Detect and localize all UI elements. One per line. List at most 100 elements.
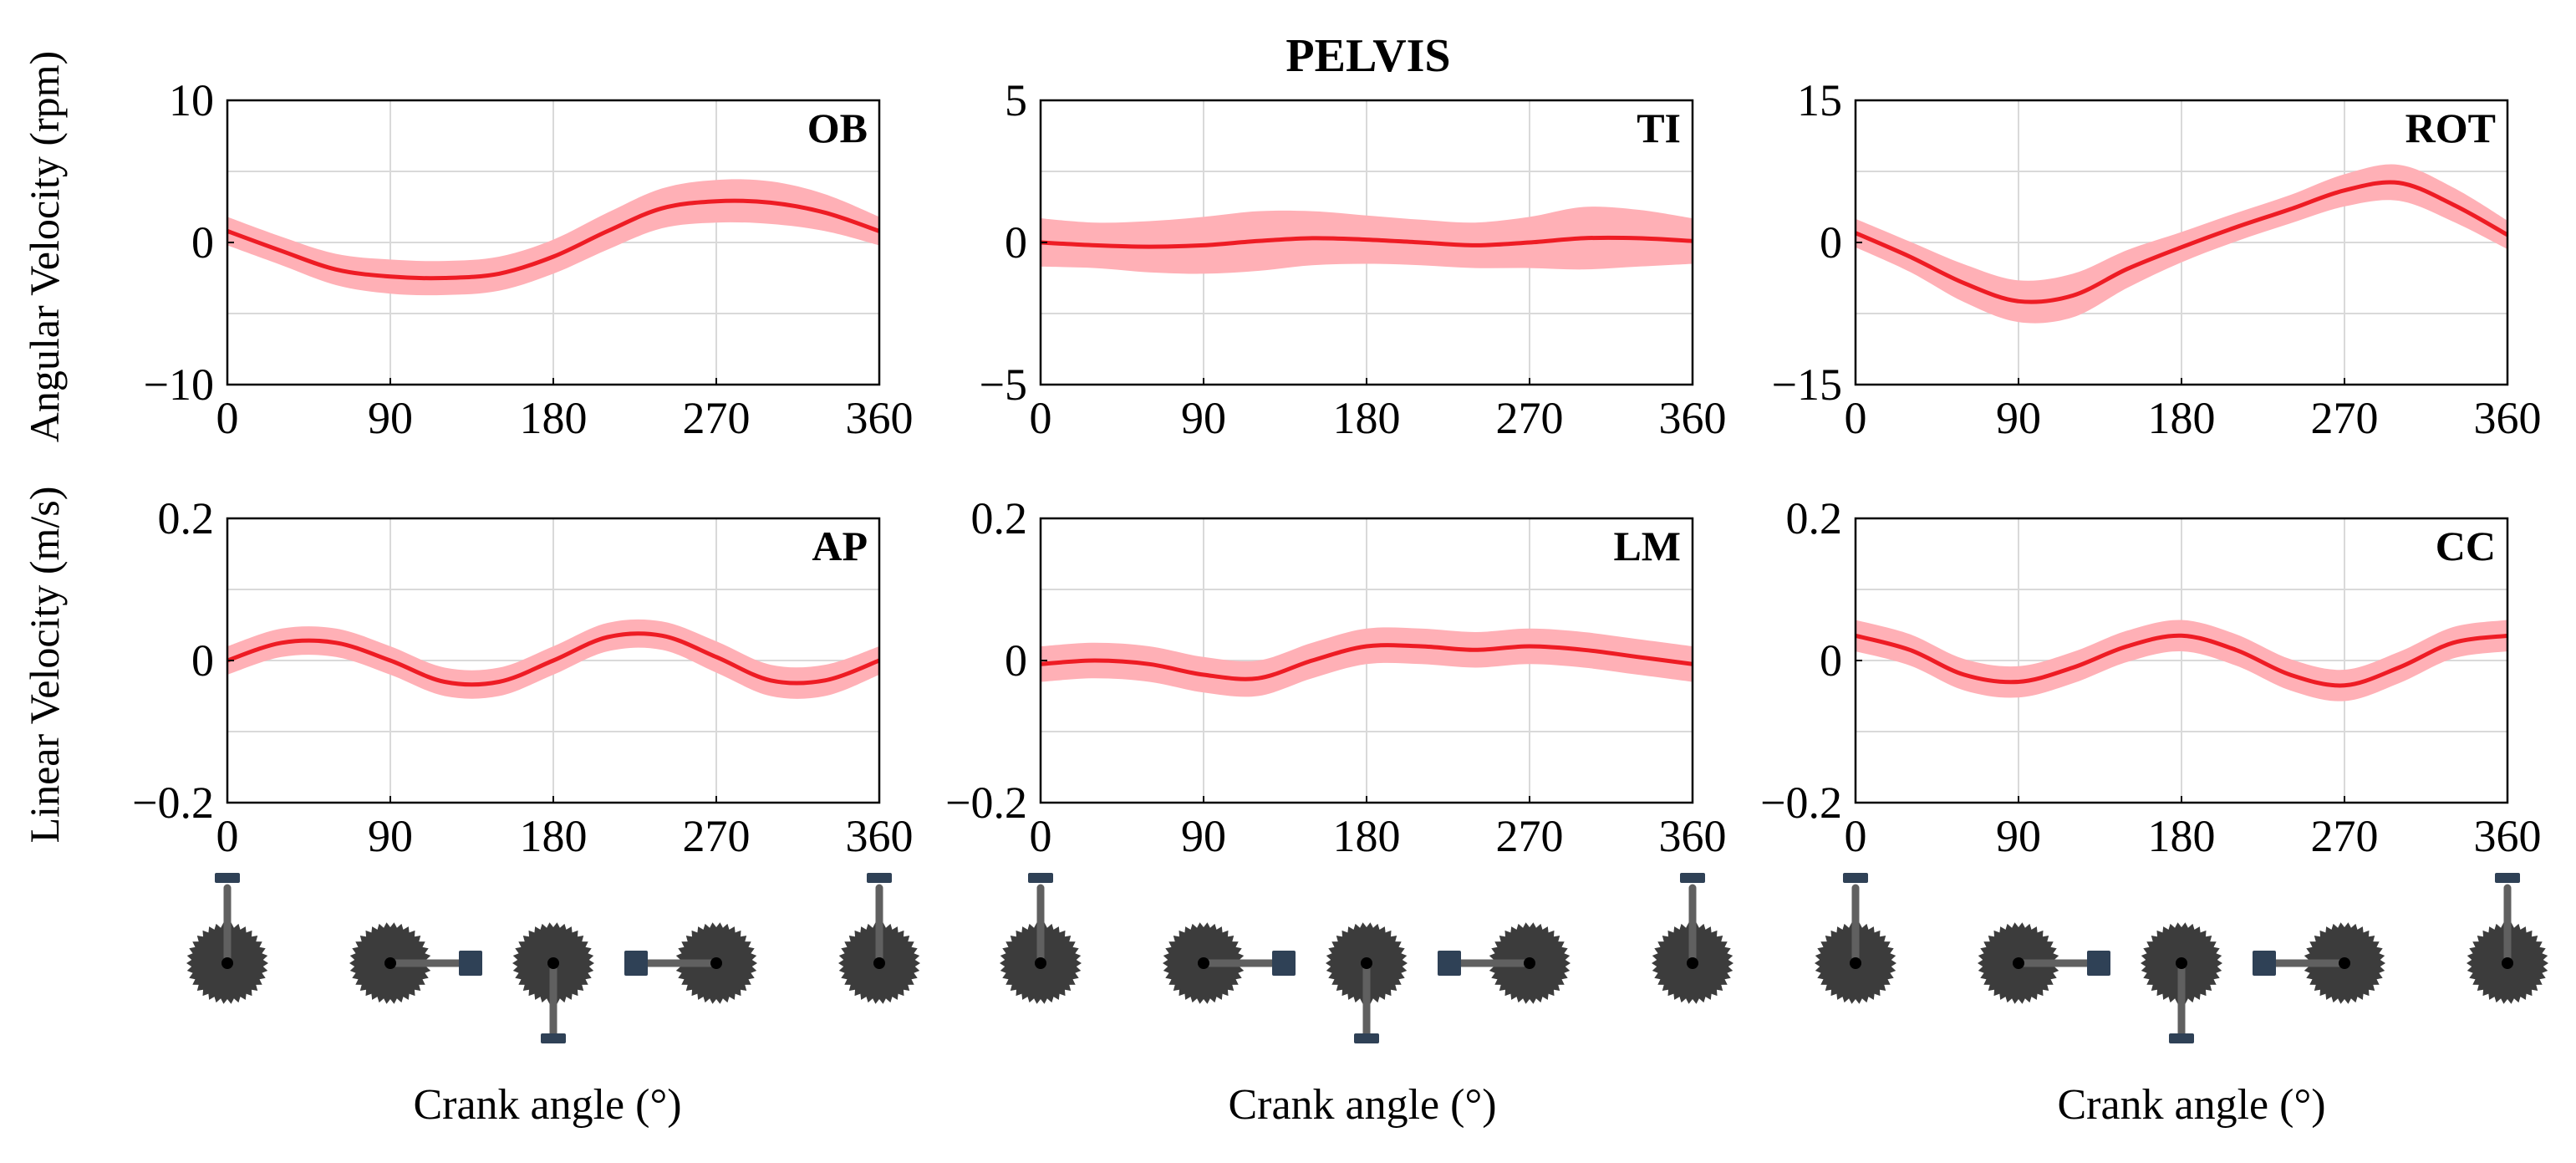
crank-axle (547, 957, 559, 969)
crank-axle (1361, 957, 1372, 969)
crank-diagram-90 (349, 922, 482, 1004)
y-tick-label: 5 (1005, 75, 1027, 125)
x-tick-label: 270 (2311, 393, 2379, 443)
x-label-col-3: Crank angle (°) (2057, 1081, 2325, 1129)
panel-tag-cc: CC (2436, 523, 2496, 569)
pedal-icon (624, 951, 648, 976)
x-label-col-1: Crank angle (°) (413, 1081, 681, 1129)
crank-axle (1850, 957, 1861, 969)
x-tick-label: 0 (1845, 393, 1867, 443)
y-tick-label: −0.2 (132, 778, 214, 828)
x-tick-label: 0 (1845, 811, 1867, 861)
y-tick-label: −15 (1772, 360, 1842, 410)
panel-tag-rot: ROT (2405, 105, 2496, 151)
x-tick-label: 0 (216, 811, 239, 861)
figure-title: PELVIS (1285, 30, 1450, 82)
x-tick-label: 0 (216, 393, 239, 443)
x-tick-label: 180 (2148, 393, 2216, 443)
x-tick-label: 360 (846, 393, 914, 443)
crank-axle (221, 957, 233, 969)
crank-diagram-360 (2467, 873, 2548, 1004)
crank-diagram-270 (1438, 922, 1571, 1004)
y-tick-label: 10 (169, 75, 214, 125)
pedal-icon (541, 1033, 566, 1043)
panel-tag-ti: TI (1637, 105, 1681, 151)
crank-axle (1524, 957, 1535, 969)
x-tick-label: 270 (2311, 811, 2379, 861)
y-tick-label: 0 (191, 217, 214, 268)
y-tick-label: 0 (1820, 635, 1842, 686)
y-tick-label: −10 (144, 360, 214, 410)
crank-diagram-360 (1652, 873, 1733, 1004)
pedal-icon (1028, 873, 1053, 883)
y-tick-label: 0 (191, 635, 214, 686)
panel-tag-lm: LM (1613, 523, 1681, 569)
x-tick-label: 180 (2148, 811, 2216, 861)
crank-diagram-0 (186, 873, 268, 1004)
crank-axle (2502, 957, 2513, 969)
row-label-linear: Linear Velocity (m/s) (21, 487, 68, 844)
row-label-angular: Angular Velocity (rpm) (21, 51, 68, 442)
x-tick-label: 180 (1333, 393, 1401, 443)
x-tick-label: 180 (1333, 811, 1401, 861)
x-tick-label: 360 (1659, 811, 1727, 861)
panel-tag-ob: OB (807, 105, 868, 151)
x-tick-label: 90 (1181, 393, 1226, 443)
mean-line (1041, 643, 1693, 681)
pedal-icon (2495, 873, 2520, 883)
crank-diagram-180 (2141, 922, 2222, 1043)
crank-axle (1035, 957, 1046, 969)
mean-line (227, 198, 879, 281)
y-tick-label: −0.2 (1760, 778, 1842, 828)
crank-axle (384, 957, 396, 969)
x-tick-label: 270 (683, 811, 751, 861)
crank-diagrams (186, 873, 2548, 1043)
y-tick-label: 0.2 (1786, 493, 1843, 543)
y-tick-label: 0 (1005, 217, 1027, 268)
pedal-icon (1680, 873, 1705, 883)
x-tick-label: 360 (2474, 393, 2542, 443)
sd-band (227, 179, 879, 296)
pedal-icon (1354, 1033, 1379, 1043)
panel-tag-ap: AP (812, 523, 868, 569)
y-tick-label: 15 (1797, 75, 1842, 125)
crank-diagram-90 (1163, 922, 1296, 1004)
x-tick-label: 360 (1659, 393, 1727, 443)
pedal-icon (215, 873, 240, 883)
mean-line (227, 631, 879, 687)
y-tick-label: 0 (1005, 635, 1027, 686)
x-tick-label: 90 (1181, 811, 1226, 861)
crank-axle (1687, 957, 1698, 969)
crank-diagram-270 (624, 922, 757, 1004)
panel-ap: 0 90 180 270 360−0.200.2AP (132, 493, 913, 861)
y-tick-label: −5 (980, 360, 1027, 410)
crank-diagram-180 (1326, 922, 1408, 1043)
x-tick-label: 270 (1496, 811, 1564, 861)
pedal-icon (1272, 951, 1296, 976)
y-tick-label: −0.2 (945, 778, 1027, 828)
x-tick-label: 0 (1030, 811, 1052, 861)
pedal-icon (459, 951, 482, 976)
y-tick-label: 0.2 (158, 493, 215, 543)
panel-lm: 0 90 180 270 360−0.200.2LM (945, 493, 1726, 861)
pedal-icon (2169, 1033, 2194, 1043)
crank-axle (2013, 957, 2024, 969)
mean-line (1856, 633, 2507, 688)
crank-axle (873, 957, 885, 969)
x-label-col-2: Crank angle (°) (1228, 1081, 1496, 1129)
crank-axle (1198, 957, 1209, 969)
x-tick-label: 270 (683, 393, 751, 443)
x-tick-label: 90 (1996, 393, 2041, 443)
x-tick-label: 270 (1496, 393, 1564, 443)
pedal-icon (2087, 951, 2110, 976)
panel-cc: 0 90 180 270 360−0.200.2CC (1760, 493, 2541, 861)
x-tick-label: 90 (368, 811, 413, 861)
mean-line (1856, 180, 2507, 304)
x-tick-label: 360 (2474, 811, 2542, 861)
crank-diagram-360 (838, 873, 920, 1004)
